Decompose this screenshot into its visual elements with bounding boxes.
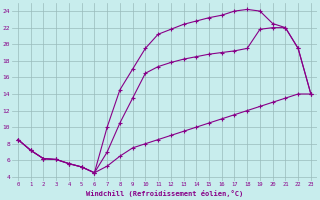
X-axis label: Windchill (Refroidissement éolien,°C): Windchill (Refroidissement éolien,°C) [86, 190, 243, 197]
